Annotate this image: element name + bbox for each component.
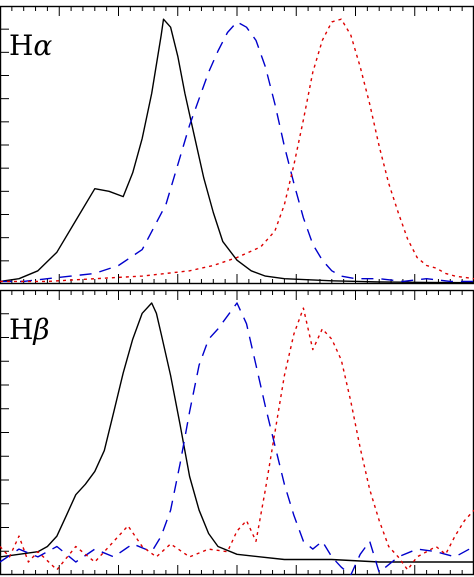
plot-frame-bottom <box>0 289 474 576</box>
panel-label-bottom: Hβ <box>9 313 50 346</box>
series-dotted-line-bottom <box>0 307 474 571</box>
plot-frame-top <box>0 5 474 285</box>
panel-bottom <box>0 289 474 576</box>
series-dashed-line-bottom <box>0 302 474 575</box>
panel-label-bottom-symbol: β <box>32 313 49 346</box>
series-dashed-line-top <box>0 21 474 283</box>
series-solid-line-bottom <box>0 302 474 563</box>
panel-label-top-symbol: α <box>33 29 52 62</box>
series-dotted-line-top <box>0 18 474 283</box>
panel-label-bottom-base: H <box>9 313 33 346</box>
series-solid-line-top <box>0 18 474 284</box>
panel-label-top: Hα <box>9 29 52 62</box>
panel-label-top-base: H <box>9 29 33 62</box>
panel-top <box>0 5 474 285</box>
